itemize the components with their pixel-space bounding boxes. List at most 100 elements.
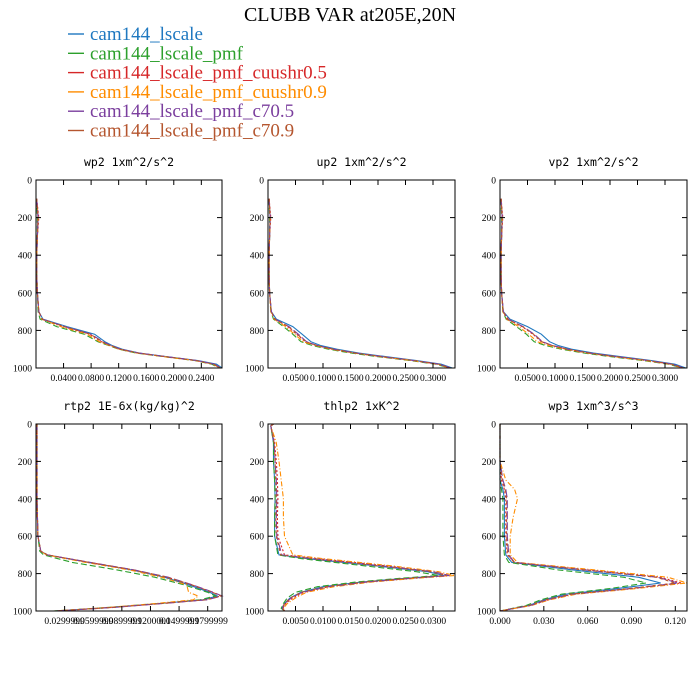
y-tick-label-1-2: 400	[250, 252, 265, 262]
y-tick-label-5-4: 800	[482, 570, 497, 580]
x-tick-label-4-0: 0.0050	[282, 617, 308, 627]
series-line-0-4	[36, 198, 221, 369]
series-line-5-5	[499, 424, 676, 612]
x-tick-label-2-0: 0.0500	[514, 374, 540, 384]
y-tick-label-4-0: 0	[259, 421, 264, 431]
y-tick-label-0-5: 1000	[13, 365, 32, 375]
series-line-1-0	[268, 198, 453, 369]
panel-title-0: wp2 1xm^2/s^2	[84, 155, 174, 169]
panel-1: up2 1xm^2/s^2 0 200 400 600 800 1000 0.0500 0.10…	[245, 155, 456, 384]
x-tick-label-3-4: 0.1499999	[159, 617, 200, 627]
x-tick-label-2-2: 0.1500	[569, 374, 595, 384]
series-line-4-1	[270, 423, 439, 612]
x-tick-label-2-4: 0.2500	[624, 374, 650, 384]
series-line-1-1	[268, 198, 450, 369]
panel-title-4: thlp2 1xK^2	[323, 399, 399, 413]
panel-frame-2	[499, 179, 688, 369]
y-tick-label-2-1: 200	[482, 214, 497, 224]
series-line-2-4	[500, 198, 685, 369]
x-tick-label-0-4: 0.2000	[161, 374, 187, 384]
series-line-3-2	[36, 424, 223, 612]
y-tick-label-1-0: 0	[259, 177, 264, 187]
panel-frame-5	[499, 423, 688, 612]
x-tick-label-4-2: 0.0150	[337, 617, 363, 627]
series-line-1-3	[268, 198, 451, 369]
panel-3: rtp2 1E-6x(kg/kg)^2 0 200 400 600 800 1000 0.02…	[13, 399, 228, 627]
legend-label-5: cam144_lscale_pmf_c70.9	[90, 121, 294, 142]
y-tick-label-4-4: 800	[250, 570, 265, 580]
panel-title-2: vp2 1xm^2/s^2	[548, 155, 638, 169]
series-line-5-3	[499, 424, 688, 612]
x-tick-label-4-3: 0.0200	[365, 617, 391, 627]
series-line-5-4	[499, 424, 679, 612]
series-line-5-2	[499, 424, 682, 612]
x-tick-label-1-0: 0.0500	[282, 374, 308, 384]
legend-label-3: cam144_lscale_pmf_cuushr0.9	[90, 82, 327, 103]
series-line-1-4	[268, 198, 452, 369]
y-tick-label-1-3: 600	[250, 289, 265, 299]
series-line-3-0	[36, 424, 219, 612]
legend: cam144_lscalecam144_lscale_pmfcam144_lsc…	[68, 24, 327, 142]
series-line-2-0	[500, 198, 687, 369]
legend-label-4: cam144_lscale_pmf_c70.5	[90, 101, 294, 122]
y-tick-label-5-5: 1000	[477, 608, 496, 618]
series-line-5-1	[499, 424, 647, 612]
series-line-2-1	[500, 198, 683, 369]
y-tick-label-0-4: 800	[18, 327, 33, 337]
series-line-2-2	[500, 198, 684, 369]
x-tick-label-0-0: 0.0400	[50, 374, 76, 384]
series-line-5-0	[499, 424, 661, 612]
y-tick-label-4-2: 400	[250, 495, 265, 505]
y-tick-label-0-0: 0	[27, 177, 32, 187]
y-tick-label-2-5: 1000	[477, 365, 496, 375]
series-line-3-3	[36, 424, 200, 612]
x-tick-label-1-4: 0.2500	[392, 374, 418, 384]
y-tick-label-4-1: 200	[250, 458, 265, 468]
y-tick-label-2-4: 800	[482, 327, 497, 337]
panel-title-3: rtp2 1E-6x(kg/kg)^2	[63, 399, 195, 413]
series-line-0-0	[36, 198, 223, 369]
x-tick-label-5-4: 0.120	[665, 617, 687, 627]
series-line-4-4	[270, 423, 450, 612]
y-tick-label-3-5: 1000	[13, 608, 32, 618]
x-tick-label-1-2: 0.1500	[337, 374, 363, 384]
series-line-3-1	[36, 424, 217, 612]
x-tick-label-1-3: 0.2000	[365, 374, 391, 384]
y-tick-label-2-2: 400	[482, 252, 497, 262]
x-tick-label-3-3: 0.1200000	[130, 617, 171, 627]
x-tick-label-5-3: 0.090	[621, 617, 643, 627]
x-tick-label-1-1: 0.1000	[310, 374, 336, 384]
series-line-0-1	[36, 198, 219, 369]
legend-label-1: cam144_lscale_pmf	[90, 43, 244, 64]
y-tick-label-5-3: 600	[482, 533, 497, 543]
y-tick-label-3-2: 400	[18, 495, 33, 505]
panel-frame-4	[267, 423, 456, 612]
y-tick-label-4-5: 1000	[245, 608, 264, 618]
y-tick-label-1-1: 200	[250, 214, 265, 224]
y-tick-label-0-1: 200	[18, 214, 33, 224]
y-tick-label-3-3: 600	[18, 533, 33, 543]
x-tick-label-5-0: 0.000	[489, 617, 511, 627]
y-tick-label-2-3: 600	[482, 289, 497, 299]
y-tick-label-3-1: 200	[18, 458, 33, 468]
y-tick-label-5-0: 0	[491, 421, 496, 431]
x-tick-label-0-5: 0.2400	[188, 374, 214, 384]
x-tick-label-2-1: 0.1000	[542, 374, 568, 384]
series-line-0-2	[36, 198, 221, 369]
x-tick-label-4-1: 0.0100	[310, 617, 336, 627]
panel-frame-0	[35, 179, 223, 369]
y-tick-label-4-3: 600	[250, 533, 265, 543]
panel-frame-3	[35, 423, 223, 612]
x-tick-label-3-5: 0.1799999	[188, 617, 229, 627]
series-line-1-2	[268, 198, 451, 369]
series-line-0-3	[36, 198, 221, 369]
x-tick-label-3-0: 0.0299999	[44, 617, 85, 627]
x-tick-label-4-4: 0.0250	[392, 617, 418, 627]
x-tick-label-3-2: 0.0899999	[102, 617, 143, 627]
panel-0: wp2 1xm^2/s^2 0 200 400 600 800 1000 0.0400 0.08…	[13, 155, 223, 384]
y-tick-label-1-4: 800	[250, 327, 265, 337]
x-tick-label-2-3: 0.2000	[597, 374, 623, 384]
x-tick-label-1-5: 0.3000	[420, 374, 446, 384]
y-tick-label-1-5: 1000	[245, 365, 264, 375]
